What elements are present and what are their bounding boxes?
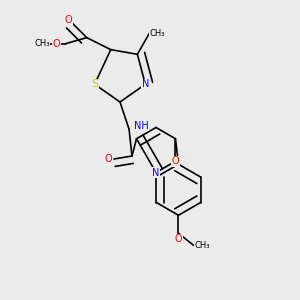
Text: S: S xyxy=(91,79,98,89)
Text: O: O xyxy=(175,234,182,244)
Text: N: N xyxy=(152,167,160,178)
Text: NH: NH xyxy=(134,121,148,131)
Text: O: O xyxy=(172,156,179,166)
Text: O: O xyxy=(104,154,112,164)
Text: N: N xyxy=(142,79,149,89)
Text: O: O xyxy=(65,15,73,25)
Text: O: O xyxy=(53,39,61,49)
Text: CH₃: CH₃ xyxy=(149,29,165,38)
Text: CH₃: CH₃ xyxy=(34,39,50,48)
Text: CH₃: CH₃ xyxy=(195,241,210,250)
